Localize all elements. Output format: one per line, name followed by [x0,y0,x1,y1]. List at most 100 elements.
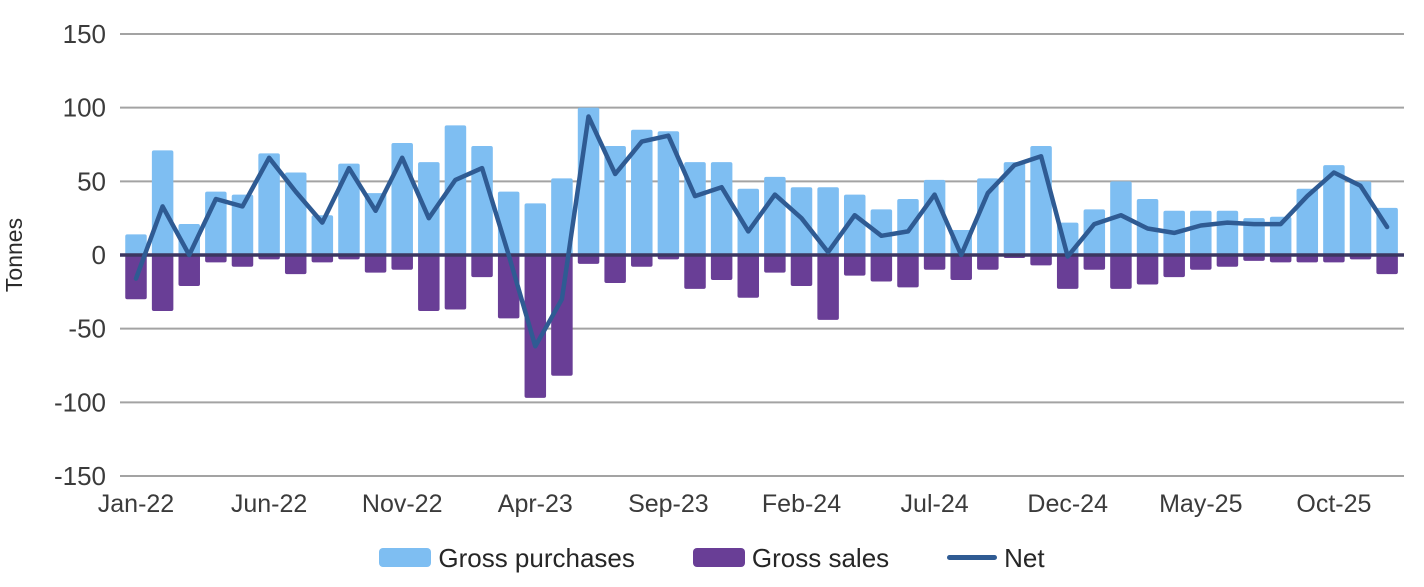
gross-purchases-bar [950,229,972,255]
gross-purchases-bar [817,187,839,255]
gross-purchases-bar [151,150,174,255]
gross-sales-bar [1110,255,1132,289]
gross-sales-bar [977,255,999,270]
gross-purchases-bar [1190,210,1212,255]
gross-sales-bar [231,255,254,267]
gross-sales-bar [1376,255,1398,275]
gross-sales-bar [1136,255,1159,285]
gross-purchases-swatch-icon [379,548,432,567]
legend: Gross purchases Gross sales Net [0,528,1424,587]
gross-sales-bar [604,255,626,283]
legend-item-net: Net [947,542,1045,573]
gross-sales-bar [551,255,573,376]
gross-purchases-bar [897,199,919,255]
gross-sales-bar [418,255,440,311]
y-tick-label: -150 [54,461,106,491]
gross-sales-bar [710,255,733,281]
gross-sales-bar [737,255,760,298]
gross-sales-bar [1323,255,1345,263]
y-axis-title: Tonnes [1,218,27,292]
net-line-swatch-icon [947,555,998,560]
gross-sales-bar [1083,255,1106,270]
x-tick-label: Apr-23 [498,490,573,518]
gross-sales-bar [1269,255,1292,263]
gross-sales-bar [364,255,387,273]
legend-label-gross-purchases: Gross purchases [438,542,635,573]
legend-label-gross-sales: Gross sales [751,542,890,573]
gross-purchases-bar [471,145,493,255]
gross-purchases-bar [258,153,280,255]
plot-wrap: 150 100 50 0 -50 -100 -150 Jan-22 Jun-22 Nov-22 Ap… [1,19,1404,518]
gross-purchases-bar [977,178,999,255]
gross-sales-bar [790,255,813,286]
gross-purchases-bar [710,162,733,255]
legend-label-net: Net [1004,542,1045,573]
x-tick-label: Jun-22 [231,490,307,518]
y-tick-label: 150 [63,19,106,49]
gross-sales-bar [764,255,786,273]
gross-purchases-bar [1243,218,1265,255]
gross-purchases-bar [125,234,147,255]
gross-purchases-bar [737,188,760,255]
x-tick-label: Nov-22 [362,490,443,518]
gross-sales-bar [684,255,706,289]
gross-purchases-bar [1216,210,1239,255]
x-tick-label: Sep-23 [628,490,709,518]
gross-purchases-bar [1110,181,1132,255]
gross-purchases-bar [1003,162,1026,255]
y-tick-label: -100 [54,387,106,417]
gross-sales-bar [1296,255,1319,263]
gross-purchases-bar [657,131,680,255]
gross-sales-bar [1190,255,1212,270]
gross-purchases-bar [338,163,360,255]
legend-item-gross-purchases: Gross purchases [379,545,635,571]
gross-sales-bar [843,255,866,276]
gross-sales-bar [1216,255,1239,267]
legend-item-gross-sales: Gross sales [692,542,890,573]
gross-sales-bar [870,255,893,282]
gross-sales-bar [471,255,493,278]
gross-sales-bar [178,255,200,286]
gross-sales-bar [897,255,919,288]
gross-purchases-bar [631,129,653,255]
gross-purchases-bar [524,203,547,255]
gross-sales-bar [391,255,413,270]
gross-purchases-bar [364,193,387,255]
gross-purchases-bar [923,179,946,255]
gross-purchases-bar [604,145,626,255]
gross-sales-bar [524,255,547,398]
gross-sales-bar [444,255,467,310]
gross-purchases-bar [284,172,307,255]
gross-sales-bar [1030,255,1052,266]
gross-purchases-bar [444,125,467,255]
gross-sales-bar [1163,255,1185,278]
gross-sales-bar [311,255,334,263]
gross-sales-swatch-icon [692,548,745,567]
gross-sales-bar [923,255,946,270]
gross-sales-bar [284,255,307,275]
gross-purchases-bar [1349,181,1372,255]
y-tick-label: 100 [63,93,106,123]
y-tick-label: -50 [68,314,106,344]
y-tick-label: 0 [92,240,106,270]
gross-purchases-bar [1296,188,1319,255]
x-tick-label: May-25 [1159,490,1242,518]
x-tick-label: Jan-22 [98,490,174,518]
gross-sales-bar [151,255,174,311]
gross-purchases-bar [843,194,866,255]
gross-purchases-bar [764,176,786,255]
gross-purchases-bar [1323,165,1345,255]
gross-sales-bar [817,255,839,320]
x-tick-label: Dec-24 [1027,490,1108,518]
gross-purchases-bar [551,178,573,255]
gross-purchases-bar [418,162,440,255]
x-tick-label: Jul-24 [901,490,969,518]
gross-purchases-bar [870,209,893,255]
gross-purchases-bar [311,215,334,255]
gross-sales-bar [1056,255,1079,289]
gross-sales-bar [950,255,972,281]
x-tick-label: Oct-25 [1296,490,1371,518]
x-tick-label: Feb-24 [762,490,841,518]
